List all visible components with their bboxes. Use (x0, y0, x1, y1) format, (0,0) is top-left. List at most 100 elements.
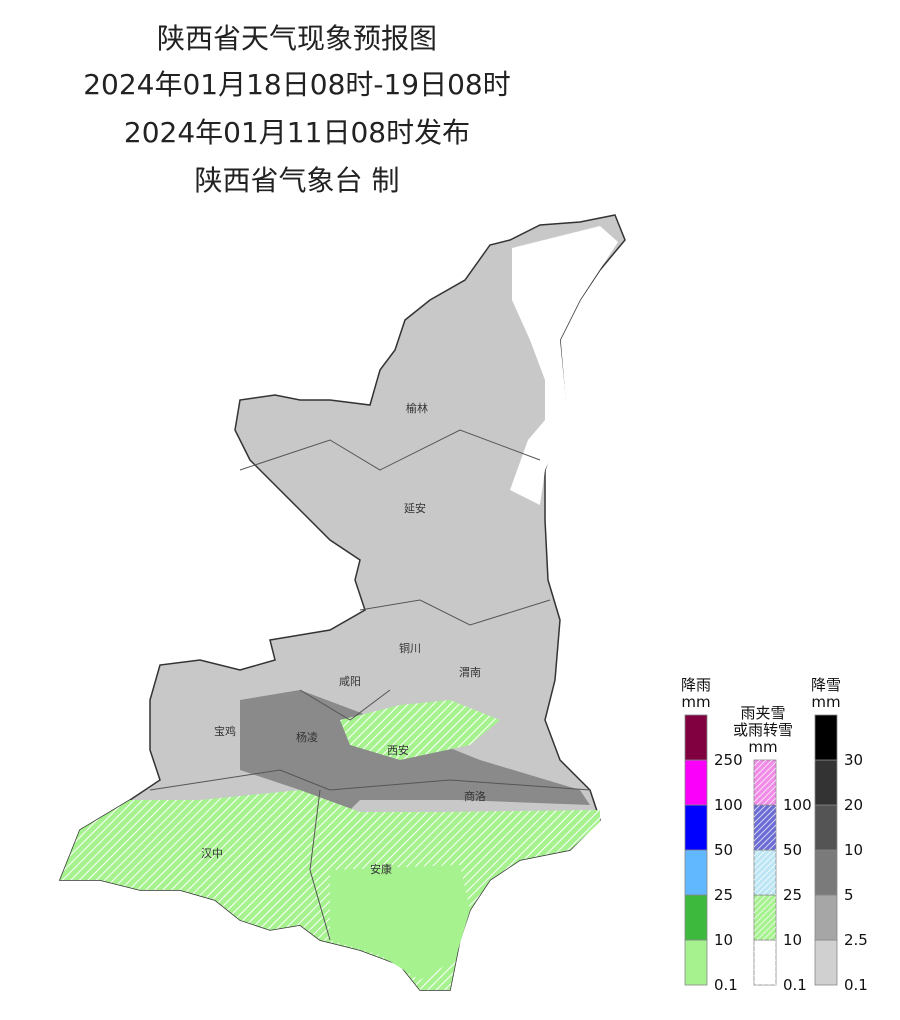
city-label: 榆林 (406, 401, 428, 415)
hatch-line (753, 759, 767, 773)
hatch-line (753, 941, 777, 965)
legend-swatch (753, 759, 777, 806)
hatch-line (756, 785, 777, 806)
hatch-line (768, 977, 777, 986)
city-label: 延安 (404, 501, 426, 515)
legend-tick: 30 (844, 751, 863, 769)
issued: 2024年01月11日08时发布 (124, 116, 470, 149)
legend-swatch (684, 714, 708, 761)
hatch-line (753, 939, 761, 947)
hatch-line (753, 759, 761, 767)
hatch-line (753, 773, 777, 797)
city-label: 商洛 (464, 789, 486, 803)
legend-title: 降雪 (811, 676, 841, 694)
hatch-line (753, 947, 777, 971)
author: 陕西省气象台 制 (195, 164, 400, 197)
hatch-line (753, 902, 777, 926)
hatch-line (753, 914, 777, 938)
rain-area (330, 865, 470, 980)
borders (149, 429, 591, 941)
legend-swatch (684, 894, 708, 941)
hatch-line (753, 804, 773, 824)
city-label: 铜川 (399, 641, 421, 655)
legend-tick: 50 (714, 841, 733, 859)
legend-tick: 0.1 (714, 976, 738, 994)
hatch-line (753, 869, 777, 893)
hatch-line (756, 965, 777, 986)
period: 2024年01月18日08时-19日08时 (83, 68, 511, 101)
hatch-line (753, 779, 777, 803)
city-label: 安康 (370, 862, 392, 876)
hatch-line (753, 851, 777, 875)
hatch-line (753, 849, 761, 857)
hatch-line (774, 983, 777, 986)
hatch-line (756, 920, 777, 941)
legend-tick: 100 (714, 796, 743, 814)
legend-tick: 10 (714, 931, 733, 949)
hatch-line (774, 848, 777, 851)
title: 陕西省天气现象预报图 (157, 22, 437, 55)
hatch-line (753, 767, 777, 791)
hatch-line (753, 953, 777, 977)
hatch-line (762, 791, 777, 806)
legend-title: 或雨转雪 (733, 721, 793, 739)
hatch-line (753, 824, 777, 848)
hatch-line (762, 836, 777, 851)
hatch-line (753, 939, 773, 959)
city-label: 杨凌 (296, 730, 318, 744)
hatch-line (768, 797, 777, 806)
legend-swatch (814, 714, 838, 761)
legend-tick: 0.1 (844, 976, 868, 994)
hatch-line (753, 849, 767, 863)
legend-tick: 20 (844, 796, 863, 814)
hatch-line (753, 894, 773, 914)
legend-swatch (814, 939, 838, 986)
hatch-line (753, 759, 773, 779)
legend-swatch (684, 939, 708, 986)
legend-tick: 5 (844, 886, 854, 904)
legend-tick: 50 (783, 841, 802, 859)
legend-swatch (814, 759, 838, 806)
hatch-line (768, 932, 777, 941)
hatch-line (756, 875, 777, 896)
legend-tick: 10 (844, 841, 863, 859)
map (58, 214, 626, 991)
hatch-line (774, 938, 777, 941)
hatch-line (753, 806, 777, 830)
hatch-line (762, 881, 777, 896)
legend-swatch (814, 804, 838, 851)
legend-title: 降雨 (681, 676, 711, 694)
hatch-line (753, 894, 761, 902)
hatch-line (753, 849, 773, 869)
legend-tick: 0.1 (783, 976, 807, 994)
hatch-line (753, 894, 767, 908)
legend-swatch (684, 849, 708, 896)
hatch-line (762, 926, 777, 941)
legend-title: mm (681, 693, 710, 711)
legend-tick: 2.5 (844, 931, 868, 949)
hatch-line (774, 893, 777, 896)
legend-tick: 100 (783, 796, 812, 814)
hatch-line (762, 971, 777, 986)
legend-swatch (684, 804, 708, 851)
legend-tick: 10 (783, 931, 802, 949)
legend-tick: 250 (714, 751, 743, 769)
legend-tick: 25 (714, 886, 733, 904)
hatch-line (753, 818, 777, 842)
no-weather-area (510, 226, 618, 505)
legend-swatch (814, 849, 838, 896)
hatch-line (753, 761, 777, 785)
hatch-line (753, 863, 777, 887)
hatch-line (753, 908, 777, 932)
city-label: 宝鸡 (214, 724, 236, 738)
hatch-line (753, 857, 777, 881)
hatch-line (774, 803, 777, 806)
hatch-line (753, 959, 777, 983)
hatch-line (753, 804, 767, 818)
legend-title: mm (811, 693, 840, 711)
legend-title: mm (748, 738, 777, 756)
hatch-line (753, 896, 777, 920)
hatch-line (768, 842, 777, 851)
city-label: 咸阳 (339, 675, 361, 688)
